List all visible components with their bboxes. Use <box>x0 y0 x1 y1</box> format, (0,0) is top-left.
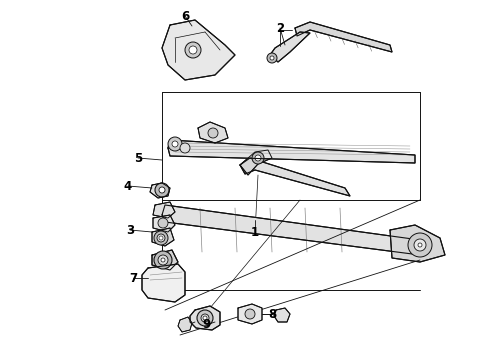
Circle shape <box>201 314 209 322</box>
Text: 4: 4 <box>124 180 132 193</box>
Text: 7: 7 <box>129 271 137 284</box>
Polygon shape <box>168 140 415 163</box>
Polygon shape <box>274 308 290 322</box>
Polygon shape <box>198 122 228 143</box>
Circle shape <box>267 53 277 63</box>
Circle shape <box>159 187 165 193</box>
Circle shape <box>197 310 213 326</box>
Polygon shape <box>190 306 220 330</box>
Circle shape <box>414 239 426 251</box>
Circle shape <box>185 42 201 58</box>
Circle shape <box>157 234 165 242</box>
Polygon shape <box>152 250 178 270</box>
Polygon shape <box>150 183 170 198</box>
Polygon shape <box>295 22 392 52</box>
Circle shape <box>172 141 178 147</box>
Circle shape <box>154 231 168 245</box>
Circle shape <box>159 236 163 240</box>
Circle shape <box>154 251 172 269</box>
Polygon shape <box>238 304 262 324</box>
Circle shape <box>203 316 207 320</box>
Circle shape <box>245 309 255 319</box>
Circle shape <box>168 137 182 151</box>
Circle shape <box>155 183 169 197</box>
Polygon shape <box>178 317 192 332</box>
Text: 2: 2 <box>276 22 284 35</box>
Circle shape <box>208 128 218 138</box>
Polygon shape <box>390 225 445 262</box>
Text: 1: 1 <box>251 226 259 239</box>
Polygon shape <box>142 264 185 302</box>
Text: 6: 6 <box>181 9 189 22</box>
Circle shape <box>158 218 168 228</box>
Polygon shape <box>240 150 272 175</box>
Circle shape <box>270 56 274 60</box>
Polygon shape <box>270 32 310 62</box>
Circle shape <box>252 152 264 164</box>
Polygon shape <box>152 228 174 246</box>
Circle shape <box>180 143 190 153</box>
Text: 9: 9 <box>202 319 210 332</box>
Circle shape <box>161 258 165 262</box>
Circle shape <box>189 46 197 54</box>
Circle shape <box>255 155 261 161</box>
Circle shape <box>158 255 168 265</box>
Circle shape <box>408 233 432 257</box>
Text: 8: 8 <box>268 307 276 320</box>
Circle shape <box>418 243 422 247</box>
Polygon shape <box>162 20 235 80</box>
Polygon shape <box>240 158 350 196</box>
Polygon shape <box>153 202 175 218</box>
Polygon shape <box>153 215 175 232</box>
Polygon shape <box>162 205 420 255</box>
Text: 5: 5 <box>134 152 142 165</box>
Text: 3: 3 <box>126 224 134 237</box>
